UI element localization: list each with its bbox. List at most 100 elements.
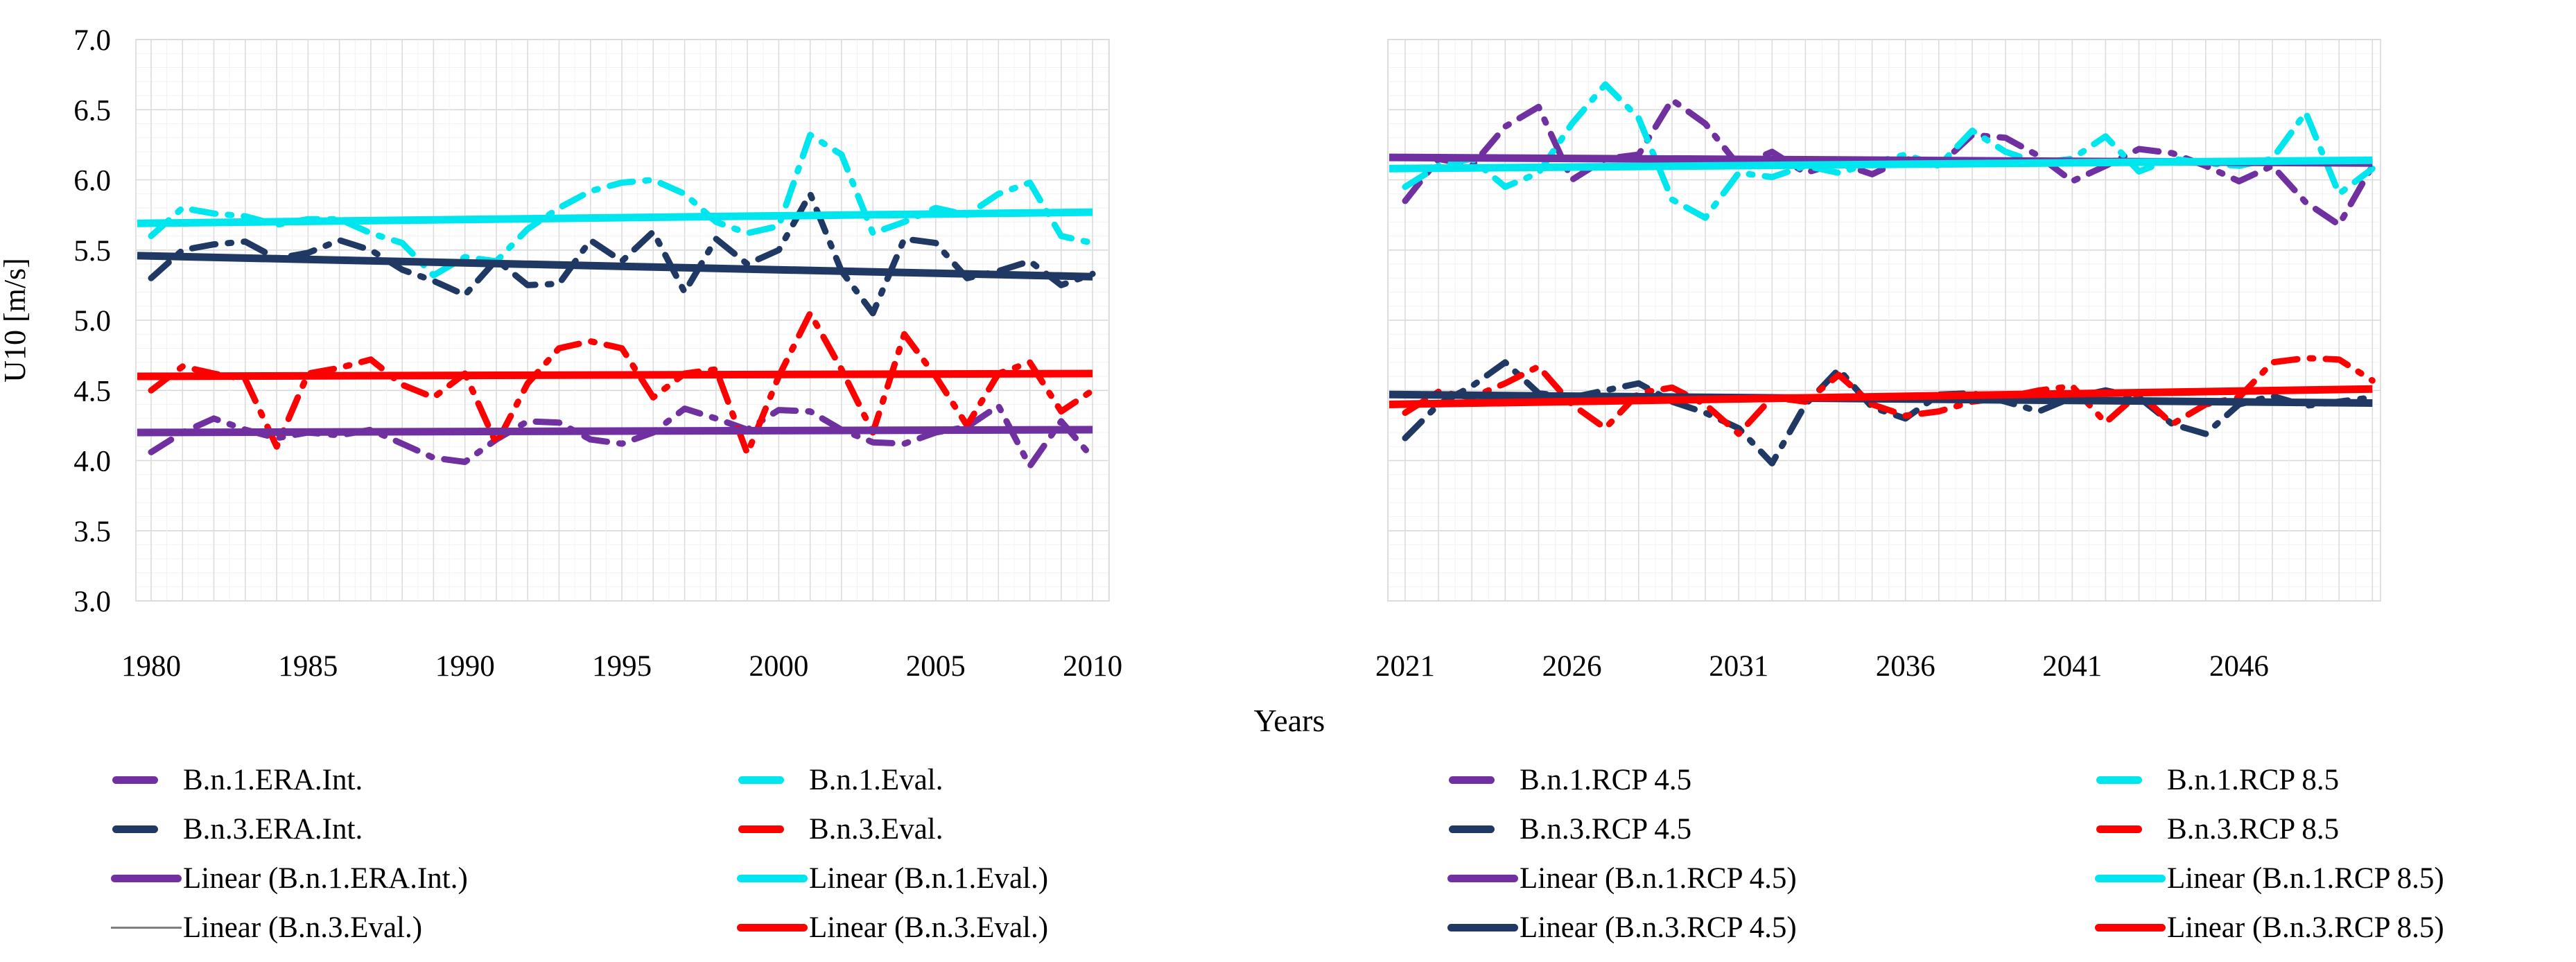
plot-border [1387, 39, 2381, 602]
legend-item: Linear (B.n.3.RCP 8.5) [2095, 903, 2444, 952]
legend-swatch-box [1447, 776, 1520, 784]
legend-item: Linear (B.n.1.RCP 4.5) [1447, 854, 1797, 903]
legend-label: B.n.1.Eval. [809, 764, 943, 796]
y-tick-label: 3.0 [73, 586, 111, 618]
legend-item: B.n.3.ERA.Int. [111, 805, 468, 854]
legend-swatch-solid [111, 875, 182, 882]
legend-swatch-box [111, 776, 183, 784]
x-tick-label: 2026 [1542, 650, 1602, 683]
trendline-Linear (B.n.1.ERA.Int.) [137, 426, 1093, 437]
legend-item: B.n.3.RCP 8.5 [2095, 805, 2444, 854]
y-axis-title: U10 [m/s] [0, 258, 32, 383]
trendline-Linear (B.n.3.Eval.) [137, 369, 1093, 381]
legend-swatch-solid [737, 875, 808, 882]
legend-swatch-box [737, 825, 809, 833]
legend-column-3: B.n.1.RCP 4.5 B.n.3.RCP 4.5 Linear (B.n.1.… [1447, 755, 1797, 952]
x-axis-title: Years [1254, 703, 1325, 738]
legend-swatch-box [111, 927, 183, 929]
legend-column-2: B.n.1.Eval. B.n.3.Eval. Linear (B.n.1.Eval… [737, 755, 1048, 952]
legend-swatch-dash [738, 776, 784, 784]
x-tick-label: 2041 [2042, 650, 2102, 683]
legend-label: Linear (B.n.1.RCP 8.5) [2167, 862, 2444, 895]
legend-swatch-box [1447, 924, 1520, 932]
plot-border [135, 39, 1110, 602]
x-tick-label: 2036 [1876, 650, 1935, 683]
legend-swatch-dash [1449, 776, 1495, 784]
legend-swatch-solid [2095, 924, 2166, 932]
legend-label: Linear (B.n.1.ERA.Int.) [183, 862, 468, 895]
y-tick-label: 7.0 [73, 24, 111, 57]
legend-swatch-dash [1449, 825, 1495, 833]
legend-column-1: B.n.1.ERA.Int. B.n.3.ERA.Int. Linear (B.n.… [111, 755, 468, 952]
trendline-Linear (B.n.3.RCP 8.5) [1389, 385, 2373, 408]
legend-swatch-dash [112, 776, 158, 784]
legend-item: B.n.1.RCP 4.5 [1447, 755, 1797, 805]
legend-swatch-solid [2095, 875, 2166, 882]
legend-swatch-dash [112, 825, 158, 833]
legend-label: Linear (B.n.1.Eval.) [809, 862, 1049, 895]
x-tick-label: 2031 [1709, 650, 1768, 683]
legend-swatch-box [2095, 776, 2167, 784]
y-tick-label: 5.0 [73, 305, 111, 338]
trendline-Linear (B.n.1.Eval.) [137, 208, 1093, 227]
legend-label: B.n.1.ERA.Int. [183, 764, 363, 796]
legend-swatch-dash [738, 825, 784, 833]
x-tick-label: 2005 [906, 650, 966, 683]
legend-label: B.n.3.RCP 8.5 [2167, 813, 2340, 846]
legend-label: Linear (B.n.1.RCP 4.5) [1520, 862, 1797, 895]
x-tick-label: 2046 [2209, 650, 2269, 683]
legend-column-4: B.n.1.RCP 8.5 B.n.3.RCP 8.5 Linear (B.n.1.… [2095, 755, 2444, 952]
legend-swatch-box [1447, 825, 1520, 833]
dual-panel-line-chart: 1980 1985 1990 1995 2000 2005 2010 2021 2026 2031… [0, 24, 2381, 738]
trendline-Linear (B.n.1.RCP 8.5) [1389, 156, 2373, 173]
x-tick-label: 1985 [278, 650, 338, 683]
legend-label: Linear (B.n.3.Eval.) [809, 911, 1049, 944]
legend-item: B.n.1.RCP 8.5 [2095, 755, 2444, 805]
legend-item: B.n.1.ERA.Int. [111, 755, 468, 805]
legend-swatch-solid [737, 924, 808, 932]
grid-projection [1388, 39, 2381, 602]
legend-label: B.n.1.RCP 4.5 [1520, 764, 1692, 796]
grid-historical [136, 39, 1109, 602]
legend-swatch-solid [1447, 875, 1518, 882]
legend-swatch-dash [2096, 825, 2142, 833]
panel-projection: 2021 2026 2031 2036 2041 2046 [1375, 39, 2381, 683]
legend-item: Linear (B.n.1.RCP 8.5) [2095, 854, 2444, 903]
y-tick-label: 5.5 [73, 235, 111, 268]
panel-historical: 1980 1985 1990 1995 2000 2005 2010 [121, 39, 1122, 683]
legend-swatch-box [737, 776, 809, 784]
legend-label: Linear (B.n.3.RCP 4.5) [1520, 911, 1797, 944]
y-tick-label: 3.5 [73, 516, 111, 548]
x-tick-label: 1980 [121, 650, 181, 683]
legend-item: Linear (B.n.3.RCP 4.5) [1447, 903, 1797, 952]
legend-swatch-box [111, 825, 183, 833]
legend-item: B.n.3.Eval. [737, 805, 1048, 854]
x-tick-label: 1990 [435, 650, 495, 683]
y-tick-label: 4.5 [73, 375, 111, 408]
legend-swatch-box [737, 875, 809, 882]
legend-label: B.n.3.ERA.Int. [183, 813, 363, 846]
y-tick-label: 6.5 [73, 94, 111, 127]
legend-label: Linear (B.n.3.Eval.) [183, 911, 423, 944]
legend-item: Linear (B.n.1.ERA.Int.) [111, 854, 468, 903]
y-tick-label: 4.0 [73, 446, 111, 478]
legend-item: B.n.1.Eval. [737, 755, 1048, 805]
legend-swatch-box [2095, 825, 2167, 833]
legend-swatch-box [2095, 924, 2167, 932]
trendline-Linear (B.n.3.ERA.Int.) [137, 252, 1093, 281]
legend-label: Linear (B.n.3.RCP 8.5) [2167, 911, 2444, 944]
y-tick-label: 6.0 [73, 165, 111, 198]
legend-item: Linear (B.n.3.Eval.) [111, 903, 468, 952]
x-tick-label: 2010 [1063, 650, 1122, 683]
legend-swatch-box [1447, 875, 1520, 882]
legend-swatch-thin [111, 927, 182, 929]
x-tick-label: 1995 [592, 650, 652, 683]
legend-item: Linear (B.n.1.Eval.) [737, 854, 1048, 903]
legend-swatch-dash [2096, 776, 2142, 784]
legend-swatch-box [111, 875, 183, 882]
legend-swatch-box [2095, 875, 2167, 882]
x-tick-label: 2021 [1375, 650, 1435, 683]
legend-swatch-box [737, 924, 809, 932]
legend-label: B.n.3.RCP 4.5 [1520, 813, 1692, 846]
